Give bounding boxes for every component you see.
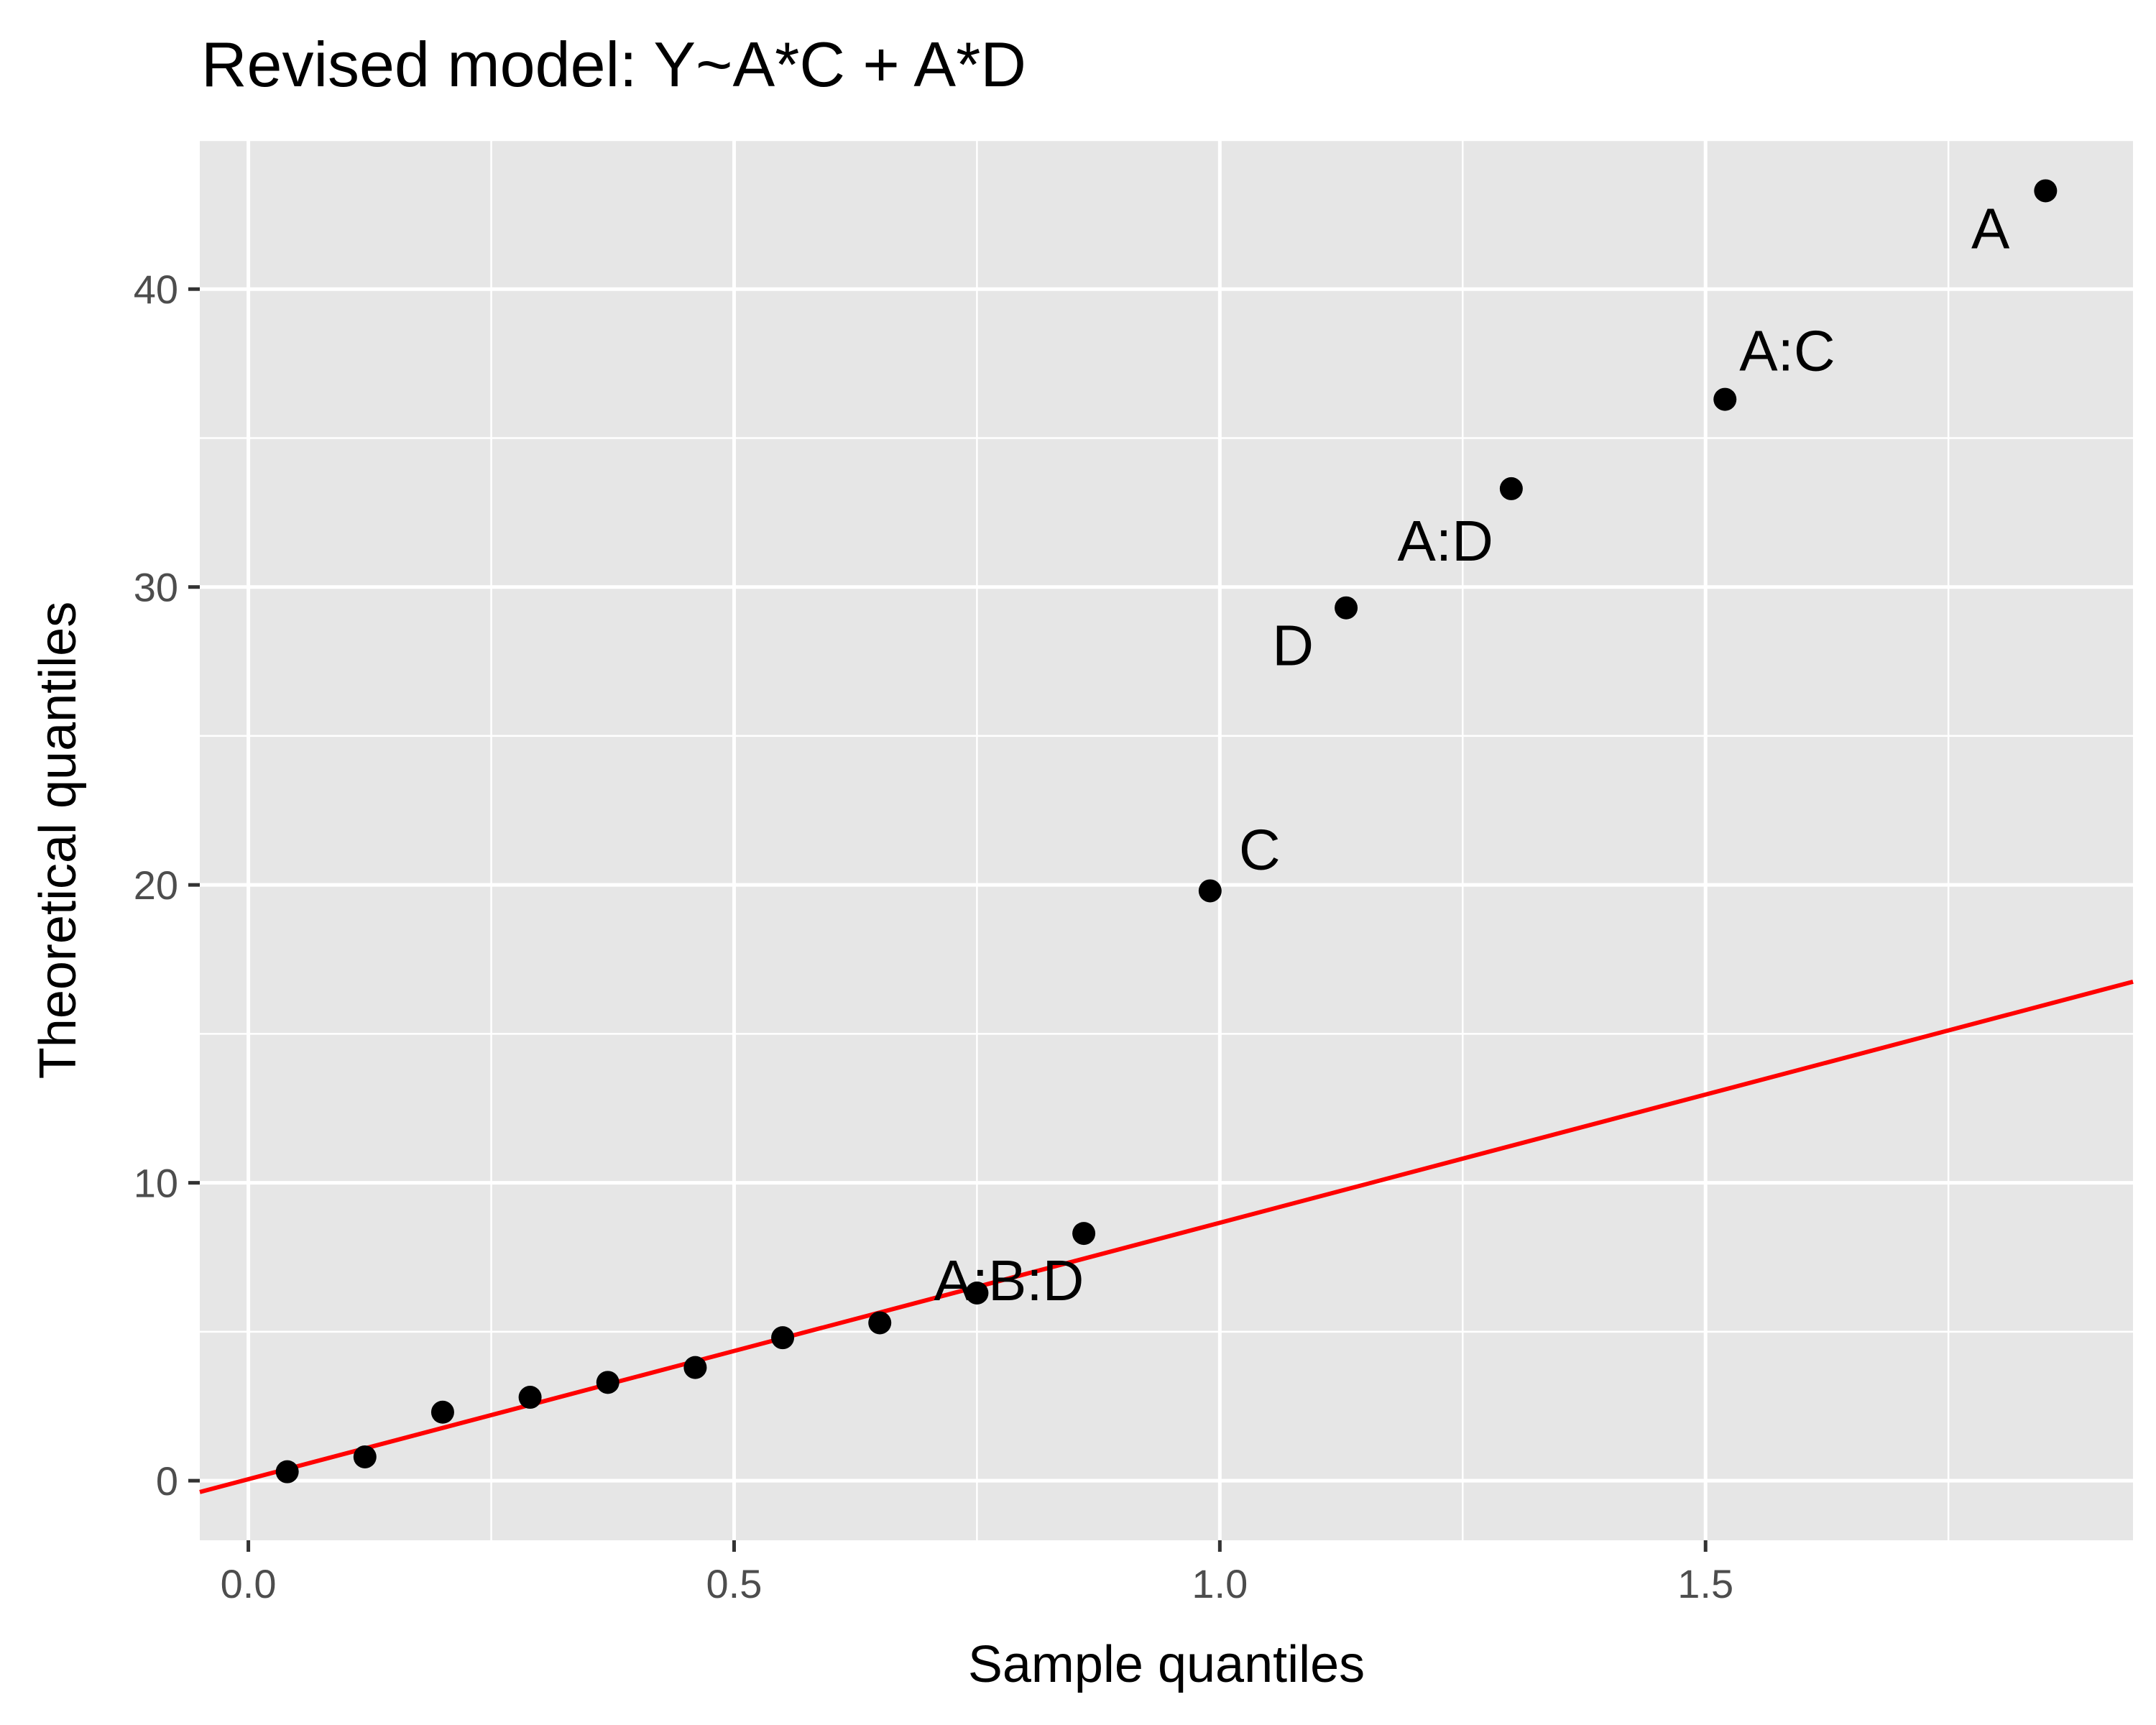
y-tick-label: 0 [156,1458,178,1504]
data-point [1198,879,1222,903]
data-points [275,179,2058,1484]
data-point [430,1400,454,1424]
point-label: C [1239,817,1281,881]
data-point [771,1326,795,1350]
point-label: A:D [1398,509,1493,573]
data-point [2034,179,2058,203]
data-point [275,1460,299,1484]
x-axis-title: Sample quantiles [968,1636,1365,1693]
x-tick-label: 1.0 [1192,1561,1248,1606]
point-label: D [1272,614,1314,678]
y-tick-label: 20 [134,862,178,908]
data-point [518,1386,542,1409]
data-point [1499,477,1523,500]
plot-panel [200,140,2133,1540]
point-label: A [1971,196,2010,260]
data-point [353,1445,377,1468]
data-point [965,1281,989,1305]
data-point [868,1311,892,1335]
x-tick-label: 1.5 [1677,1561,1733,1606]
x-tick-label: 0.0 [221,1561,277,1606]
point-label: A:B:D [934,1248,1084,1312]
y-tick-label: 10 [134,1161,178,1206]
data-point [596,1371,619,1394]
chart-title: Revised model: Y~A*C + A*D [201,29,1026,100]
data-point [1713,387,1737,411]
data-point [1072,1222,1096,1246]
y-tick-label: 30 [134,565,178,610]
point-label: A:C [1739,319,1835,383]
reference-line [199,979,2134,1494]
data-point [1335,596,1358,620]
y-axis: 0 10 20 30 40 [134,267,200,1504]
x-tick-label: 0.5 [706,1561,763,1606]
y-axis-title: Theoretical quantiles [29,602,87,1079]
x-axis: 0.0 0.5 1.0 1.5 [221,1540,1733,1606]
data-point [683,1356,707,1379]
point-labels: A:B:D C D A:D A:C A [934,196,2010,1312]
grid-lines [200,139,2133,1540]
y-tick-label: 40 [134,267,178,312]
